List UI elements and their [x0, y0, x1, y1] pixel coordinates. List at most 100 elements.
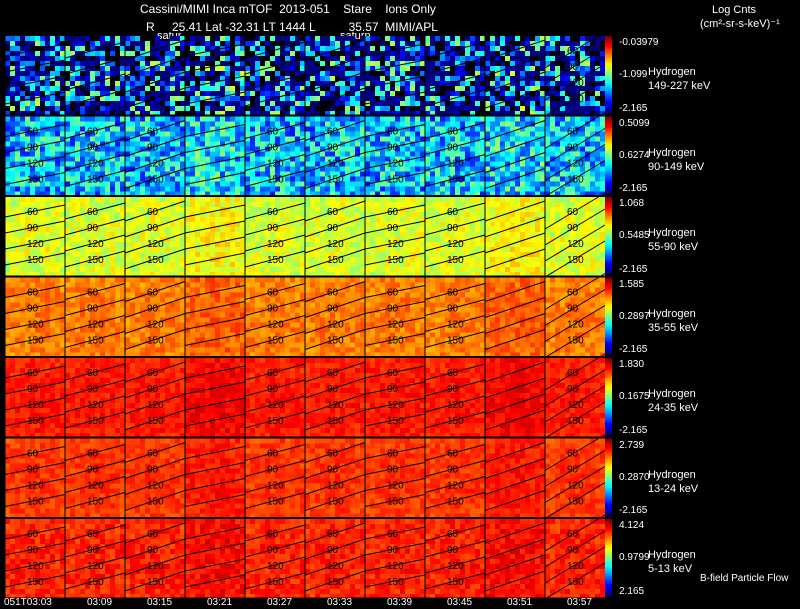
count-pixel: [590, 151, 595, 157]
count-pixel: [90, 51, 95, 56]
count-pixel: [155, 151, 160, 157]
count-pixel: [555, 171, 560, 177]
color-bar-step: [605, 83, 612, 87]
count-pixel: [140, 116, 145, 122]
count-pixel: [315, 76, 320, 81]
count-pixel: [165, 166, 170, 172]
count-pixel: [510, 136, 515, 142]
count-pixel: [255, 131, 260, 137]
count-pixel: [355, 257, 360, 262]
count-pixel: [50, 121, 55, 127]
count-pixel: [165, 71, 170, 76]
count-pixel: [245, 191, 250, 197]
count-pixel: [80, 111, 85, 116]
count-pixel: [25, 222, 30, 227]
count-pixel: [515, 171, 520, 177]
count-pixel: [235, 51, 240, 56]
contour-line: [64, 234, 126, 252]
count-pixel: [15, 61, 20, 66]
count-pixel: [485, 136, 490, 142]
count-pixel: [190, 181, 195, 187]
count-pixel: [250, 116, 255, 122]
count-pixel: [125, 217, 130, 222]
count-pixel: [260, 111, 265, 116]
count-pixel: [265, 197, 270, 202]
count-pixel: [60, 81, 65, 86]
count-pixel: [165, 126, 170, 132]
count-pixel: [500, 176, 505, 182]
count-pixel: [135, 156, 140, 162]
count-pixel: [425, 111, 430, 116]
count-pixel: [5, 191, 10, 197]
count-pixel: [225, 232, 230, 237]
count-pixel: [250, 156, 255, 162]
count-pixel: [155, 176, 160, 182]
count-pixel: [285, 136, 290, 142]
count-pixel: [360, 171, 365, 177]
count-pixel: [220, 232, 225, 237]
count-pixel: [50, 222, 55, 227]
count-pixel: [120, 121, 125, 127]
count-pixel: [135, 121, 140, 127]
count-pixel: [240, 191, 245, 197]
count-pixel: [180, 257, 185, 262]
count-pixel: [345, 126, 350, 132]
count-pixel: [475, 116, 480, 122]
count-pixel: [440, 136, 445, 142]
count-pixel: [5, 161, 10, 167]
color-bar-step: [605, 181, 612, 184]
count-pixel: [285, 126, 290, 132]
count-pixel: [380, 81, 385, 86]
count-pixel: [130, 161, 135, 167]
count-pixel: [65, 126, 70, 132]
count-pixel: [275, 181, 280, 187]
count-pixel: [100, 101, 105, 106]
count-pixel: [595, 116, 600, 122]
contour-line: [124, 87, 186, 109]
count-pixel: [110, 51, 115, 56]
count-pixel: [75, 91, 80, 96]
count-pixel: [290, 262, 295, 267]
count-pixel: [385, 91, 390, 96]
count-pixel: [305, 222, 310, 227]
count-pixel: [215, 227, 220, 232]
count-pixel: [185, 151, 190, 157]
count-pixel: [330, 71, 335, 76]
color-bar: [605, 116, 612, 194]
count-pixel: [340, 116, 345, 122]
count-pixel: [570, 141, 575, 147]
count-pixel: [295, 111, 300, 116]
count-pixel: [395, 96, 400, 101]
count-pixel: [45, 272, 50, 277]
count-pixel: [335, 121, 340, 127]
count-pixel: [155, 202, 160, 207]
count-pixel: [180, 181, 185, 187]
count-pixel: [400, 56, 405, 61]
count-pixel: [420, 106, 425, 111]
count-pixel: [560, 36, 565, 41]
count-pixel: [115, 131, 120, 137]
count-pixel: [80, 252, 85, 257]
count-pixel: [10, 81, 15, 86]
count-pixel: [145, 176, 150, 182]
count-pixel: [280, 51, 285, 56]
count-pixel: [375, 61, 380, 66]
count-pixel: [190, 116, 195, 122]
count-pixel: [385, 156, 390, 162]
count-pixel: [200, 126, 205, 132]
count-pixel: [25, 267, 30, 272]
count-pixel: [20, 61, 25, 66]
count-pixel: [20, 36, 25, 41]
count-pixel: [20, 76, 25, 81]
count-pixel: [395, 186, 400, 192]
count-pixel: [100, 76, 105, 81]
count-pixel: [250, 222, 255, 227]
contour-line: [364, 75, 426, 89]
count-pixel: [20, 171, 25, 177]
count-pixel: [285, 161, 290, 167]
count-pixel: [330, 166, 335, 172]
count-pixel: [150, 247, 155, 252]
count-pixel: [205, 36, 210, 41]
count-pixel: [25, 202, 30, 207]
count-pixel: [15, 222, 20, 227]
